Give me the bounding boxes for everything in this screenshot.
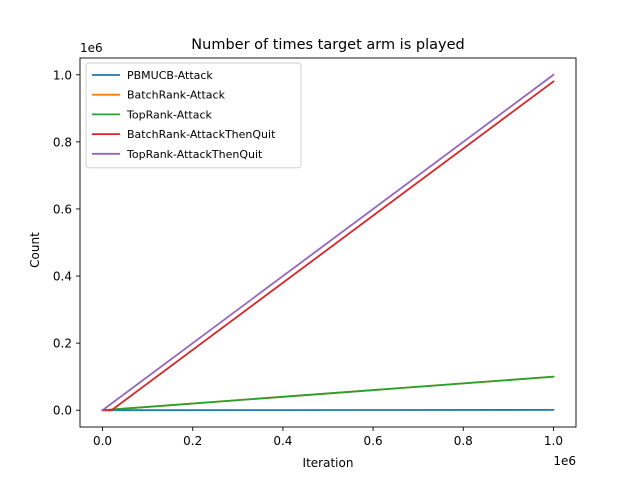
axes-frame — [79, 57, 577, 428]
x-tick-label: 0.2 — [183, 434, 202, 448]
y-axis-offset-label: 1e6 — [80, 41, 103, 55]
x-tick-label: 0.8 — [454, 434, 473, 448]
y-axis-label: Count — [28, 232, 42, 268]
series-line-toprank-attackthenquit — [101, 73, 555, 412]
x-tick-label: 0.6 — [364, 434, 383, 448]
y-tick-label: 1.0 — [53, 68, 72, 82]
legend-label-toprank-attackthenquit: TopRank-AttackThenQuit — [126, 148, 263, 161]
legend: PBMUCB-Attack BatchRank-Attack TopRank-Att… — [85, 62, 302, 169]
x-tick-label: 0.0 — [93, 434, 112, 448]
y-tick-label: 0.2 — [53, 337, 72, 351]
legend-label-toprank-attack: TopRank-Attack — [126, 108, 213, 121]
legend-label-pbmucb-attack: PBMUCB-Attack — [127, 69, 213, 82]
series-line-toprank-attack — [101, 375, 555, 412]
legend-label-batchrank-attack: BatchRank-Attack — [127, 89, 226, 102]
y-tick-label: 0.6 — [53, 202, 72, 216]
chart-title: Number of times target arm is played — [191, 37, 464, 53]
y-tick-label: 0.4 — [53, 270, 72, 284]
x-tick-label: 1.0 — [544, 434, 563, 448]
y-tick-label: 0.0 — [53, 404, 72, 418]
legend-box — [85, 62, 302, 169]
x-tick-label: 0.4 — [273, 434, 292, 448]
series-line-batchrank-attackthenquit — [101, 80, 555, 412]
y-tick-label: 0.8 — [53, 135, 72, 149]
legend-label-batchrank-attackthenquit: BatchRank-AttackThenQuit — [127, 128, 276, 141]
x-axis-label: Iteration — [303, 456, 354, 470]
x-axis-offset-label: 1e6 — [553, 454, 576, 468]
plot-area: 0.0 0.2 0.4 0.6 0.8 1.0 0.0 0.2 0.4 0.6 0.8 1.0 — [53, 57, 577, 448]
